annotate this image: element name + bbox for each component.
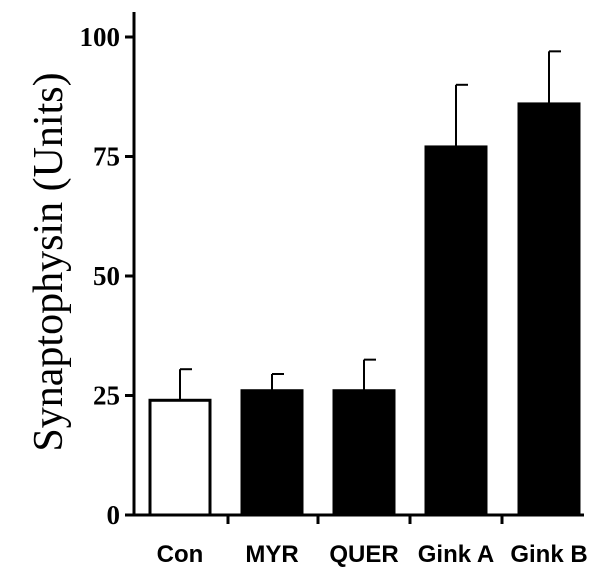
x-tick-label: Gink A bbox=[418, 541, 494, 568]
error-bar-quer bbox=[363, 358, 376, 391]
error-bar-gink-a bbox=[455, 83, 468, 147]
bars bbox=[148, 102, 581, 517]
y-tick-label: 0 bbox=[107, 500, 121, 530]
y-tick-label: 75 bbox=[93, 142, 120, 172]
x-tick-label: QUER bbox=[329, 541, 398, 568]
bar-gink-b bbox=[517, 102, 581, 517]
bar-con bbox=[148, 398, 212, 517]
y-tick-label: 25 bbox=[93, 381, 120, 411]
x-tick-label: MYR bbox=[245, 541, 298, 568]
x-tick-label: Gink B bbox=[510, 541, 587, 568]
error-bar-myr bbox=[271, 372, 284, 391]
y-axis-label: Synaptophysin (Units) bbox=[26, 72, 72, 451]
y-tick-label: 100 bbox=[80, 22, 121, 52]
y-ticks: 0 25 50 75 100 bbox=[80, 22, 134, 530]
y-tick-label: 50 bbox=[93, 261, 120, 291]
error-bar-gink-b bbox=[548, 50, 561, 104]
bar-myr bbox=[240, 389, 304, 517]
error-bar-con bbox=[179, 368, 192, 401]
bar-quer bbox=[332, 389, 396, 517]
bar-gink-a bbox=[424, 145, 488, 517]
error-bars bbox=[179, 50, 561, 401]
x-tick-label: Con bbox=[157, 541, 204, 568]
x-ticks: Con MYR QUER Gink A Gink B bbox=[157, 515, 588, 568]
